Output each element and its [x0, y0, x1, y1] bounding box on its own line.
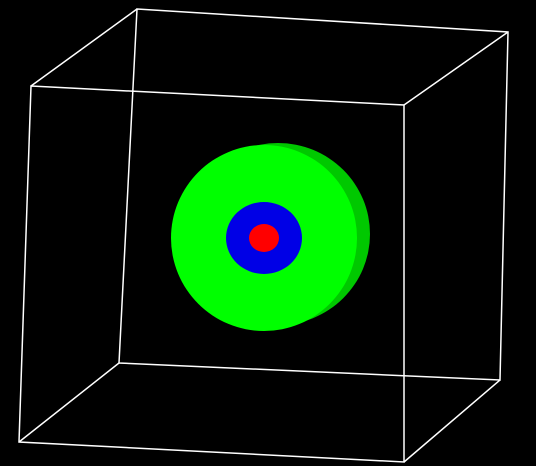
edge-top-left [30, 8, 138, 87]
edge-top-right [403, 31, 509, 106]
edge-bottom-right [403, 379, 501, 463]
edge-bottom-left [18, 362, 120, 443]
inner-core[interactable] [249, 224, 279, 252]
bounding-box-wireframe [18, 8, 509, 463]
